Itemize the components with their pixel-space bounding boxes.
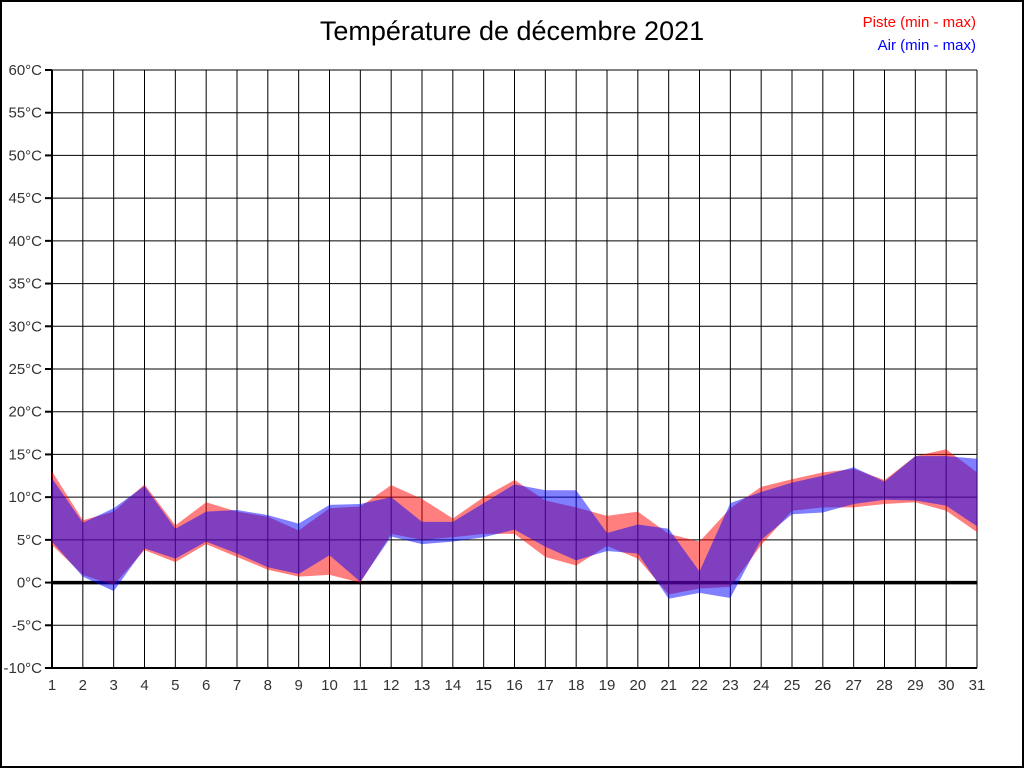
- x-tick-label-14: 14: [444, 677, 461, 694]
- x-tick-label-21: 21: [660, 677, 677, 694]
- x-tick-label-16: 16: [506, 677, 523, 694]
- y-tick-label-50: 50°C: [8, 147, 42, 164]
- x-tick-label-27: 27: [845, 677, 862, 694]
- chart-legend: Piste (min - max) Air (min - max): [863, 11, 976, 57]
- legend-air-label: Air (min - max): [877, 37, 976, 54]
- y-tick-label-35: 35°C: [8, 276, 42, 293]
- y-tick-label-25: 25°C: [8, 361, 42, 378]
- x-tick-label-5: 5: [171, 677, 179, 694]
- y-tick-label-0: 0°C: [17, 575, 42, 592]
- x-tick-label-3: 3: [109, 677, 117, 694]
- x-tick-label-12: 12: [383, 677, 400, 694]
- x-tick-label-23: 23: [722, 677, 739, 694]
- x-tick-label-31: 31: [969, 677, 986, 694]
- x-tick-label-20: 20: [629, 677, 646, 694]
- y-tick-label-15: 15°C: [8, 446, 42, 463]
- x-tick-label-6: 6: [202, 677, 210, 694]
- x-tick-label-13: 13: [414, 677, 431, 694]
- y-tick-label--5: -5°C: [12, 617, 42, 634]
- y-tick-label-55: 55°C: [8, 105, 42, 122]
- y-tick-label-40: 40°C: [8, 233, 42, 250]
- x-tick-label-10: 10: [321, 677, 338, 694]
- chart-title: Température de décembre 2021: [319, 16, 705, 46]
- x-tick-label-19: 19: [599, 677, 616, 694]
- air-band: [52, 456, 977, 599]
- x-tick-label-8: 8: [264, 677, 272, 694]
- x-tick-label-2: 2: [79, 677, 87, 694]
- x-tick-label-18: 18: [568, 677, 585, 694]
- x-tick-label-17: 17: [537, 677, 554, 694]
- x-tick-label-9: 9: [294, 677, 302, 694]
- y-tick-label-60: 60°C: [8, 62, 42, 79]
- x-tick-label-24: 24: [753, 677, 770, 694]
- legend-piste-label: Piste (min - max): [862, 14, 976, 31]
- x-tick-label-29: 29: [907, 677, 924, 694]
- x-tick-label-25: 25: [784, 677, 801, 694]
- y-tick-label-5: 5°C: [17, 532, 42, 549]
- x-tick-label-28: 28: [876, 677, 893, 694]
- x-tick-label-1: 1: [48, 677, 56, 694]
- x-tick-label-7: 7: [233, 677, 241, 694]
- y-tick-label-45: 45°C: [8, 190, 42, 207]
- x-tick-label-22: 22: [691, 677, 708, 694]
- y-tick-label-30: 30°C: [8, 318, 42, 335]
- y-tick-label-10: 10°C: [8, 489, 42, 506]
- x-tick-label-15: 15: [475, 677, 492, 694]
- y-tick-label-20: 20°C: [8, 404, 42, 421]
- x-tick-label-26: 26: [814, 677, 831, 694]
- x-tick-label-11: 11: [353, 677, 369, 694]
- x-tick-label-30: 30: [938, 677, 955, 694]
- y-tick-label--10: -10°C: [3, 660, 42, 677]
- x-tick-label-4: 4: [140, 677, 148, 694]
